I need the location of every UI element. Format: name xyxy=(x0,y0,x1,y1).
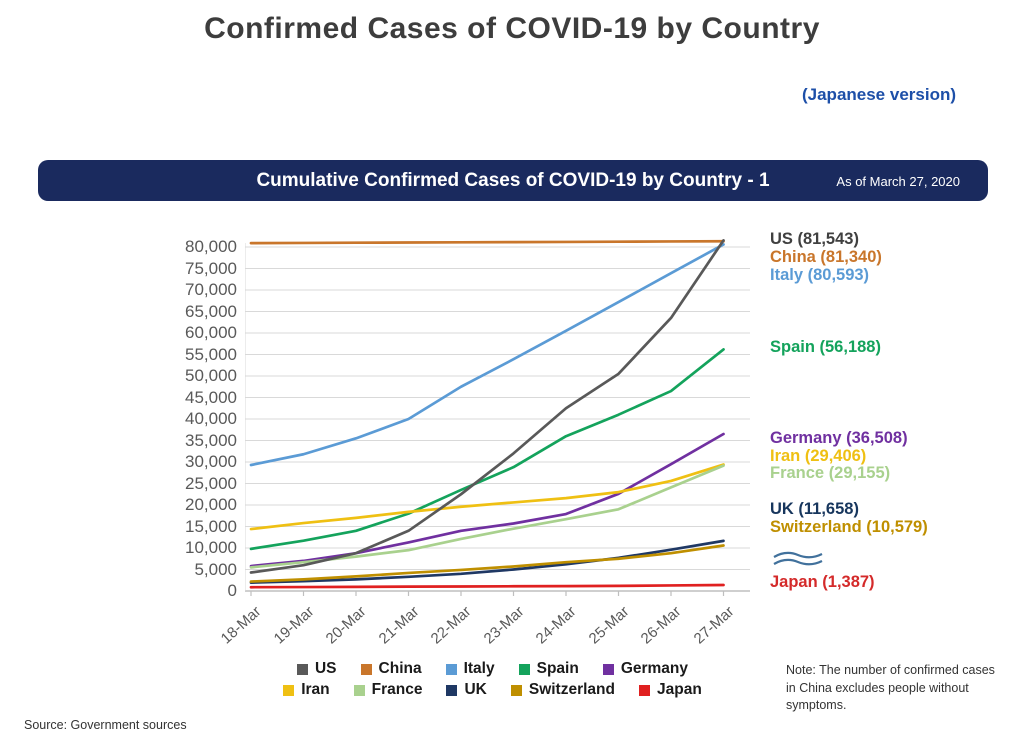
legend-swatch xyxy=(510,684,522,696)
legend-item-us: US xyxy=(296,660,337,678)
legend-swatch xyxy=(353,684,365,696)
y-axis-tick-label: 0 xyxy=(227,581,237,600)
legend-swatch xyxy=(602,663,614,675)
series-end-label: Japan (1,387) xyxy=(770,573,875,591)
legend-label: Germany xyxy=(620,660,689,677)
y-axis-tick-label: 45,000 xyxy=(185,387,237,407)
y-axis-tick-label: 10,000 xyxy=(185,538,237,557)
legend-label: UK xyxy=(464,681,487,698)
legend-swatch xyxy=(446,684,458,696)
series-line-spain xyxy=(249,348,725,551)
series-line-us xyxy=(249,239,725,574)
series-end-label: Switzerland (10,579) xyxy=(770,518,928,536)
legend-item-germany: Germany xyxy=(602,660,689,678)
y-axis-tick-label: 75,000 xyxy=(185,258,237,278)
y-axis-tick-label: 55,000 xyxy=(185,344,237,364)
y-axis-tick-label: 5,000 xyxy=(194,559,237,579)
series-end-label: US (81,543) xyxy=(770,230,859,248)
y-axis-tick-label: 20,000 xyxy=(185,495,237,514)
legend-item-uk: UK xyxy=(446,681,487,699)
legend-label: China xyxy=(378,660,422,677)
series-line-germany xyxy=(249,432,725,568)
chart-legend: US China Italy Spain Germany Iran France UK Swit… xyxy=(240,660,745,699)
y-axis-tick-label: 15,000 xyxy=(185,516,237,536)
legend-label: Spain xyxy=(536,660,579,677)
series-end-label: Spain (56,188) xyxy=(770,338,881,356)
y-axis-tick-label: 35,000 xyxy=(185,430,237,450)
series-end-label: UK (11,658) xyxy=(770,500,859,518)
legend-swatch xyxy=(639,684,650,696)
chart-title-banner: Cumulative Confirmed Cases of COVID-19 b… xyxy=(38,160,988,201)
series-end-label: Iran (29,406) xyxy=(770,447,867,465)
legend-item-france: France xyxy=(353,681,423,699)
legend-swatch xyxy=(283,684,295,696)
series-line-switzerland xyxy=(249,544,725,583)
series-end-label: Germany (36,508) xyxy=(770,429,908,447)
page-title: Confirmed Cases of COVID-19 by Country xyxy=(204,12,820,45)
axis-break-icon xyxy=(773,551,823,566)
source-text: Source: Government sources xyxy=(24,718,187,732)
legend-item-iran: Iran xyxy=(283,681,330,699)
legend-item-spain: Spain xyxy=(518,660,579,678)
y-axis-tick-label: 60,000 xyxy=(185,323,237,342)
legend-swatch xyxy=(445,663,457,675)
y-axis-tick-label: 70,000 xyxy=(185,280,237,299)
legend-swatch xyxy=(518,663,530,675)
y-axis-tick-label: 50,000 xyxy=(185,366,237,385)
series-line-china xyxy=(249,239,725,245)
legend-label: Switzerland xyxy=(528,681,615,698)
series-end-label: China (81,340) xyxy=(770,248,882,266)
japanese-version-link[interactable]: (Japanese version) xyxy=(801,85,956,104)
legend-label: US xyxy=(314,660,337,677)
y-axis-tick-label: 25,000 xyxy=(185,473,237,493)
y-axis-tick-label: 30,000 xyxy=(185,452,237,471)
legend-item-italy: Italy xyxy=(445,660,495,678)
series-line-uk xyxy=(249,539,725,584)
series-line-italy xyxy=(249,243,725,467)
y-axis-tick-label: 40,000 xyxy=(185,409,237,428)
legend-item-china: China xyxy=(360,660,422,678)
legend-item-switzerland: Switzerland xyxy=(510,681,615,699)
legend-label: France xyxy=(371,681,423,698)
banner-as-of-date: As of March 27, 2020 xyxy=(836,174,960,189)
series-end-label: France (29,155) xyxy=(770,464,891,482)
y-axis-tick-label: 80,000 xyxy=(185,237,237,256)
legend-swatch xyxy=(296,663,308,675)
series-line-iran xyxy=(249,463,725,531)
legend-row: Iran France UK Switzerland Japan xyxy=(283,681,702,699)
line-chart-plot xyxy=(245,239,750,596)
y-axis-tick-label: 65,000 xyxy=(185,301,237,321)
legend-swatch xyxy=(360,663,372,675)
chart-note: Note: The number of confirmed cases in C… xyxy=(786,663,995,712)
series-line-japan xyxy=(249,583,725,589)
banner-title: Cumulative Confirmed Cases of COVID-19 b… xyxy=(256,170,770,191)
legend-label: Italy xyxy=(463,660,495,677)
series-end-label: Italy (80,593) xyxy=(770,266,870,284)
legend-item-japan: Japan xyxy=(639,681,702,699)
legend-label: Japan xyxy=(657,681,702,698)
legend-row: US China Italy Spain Germany xyxy=(296,660,689,678)
legend-label: Iran xyxy=(301,681,330,698)
